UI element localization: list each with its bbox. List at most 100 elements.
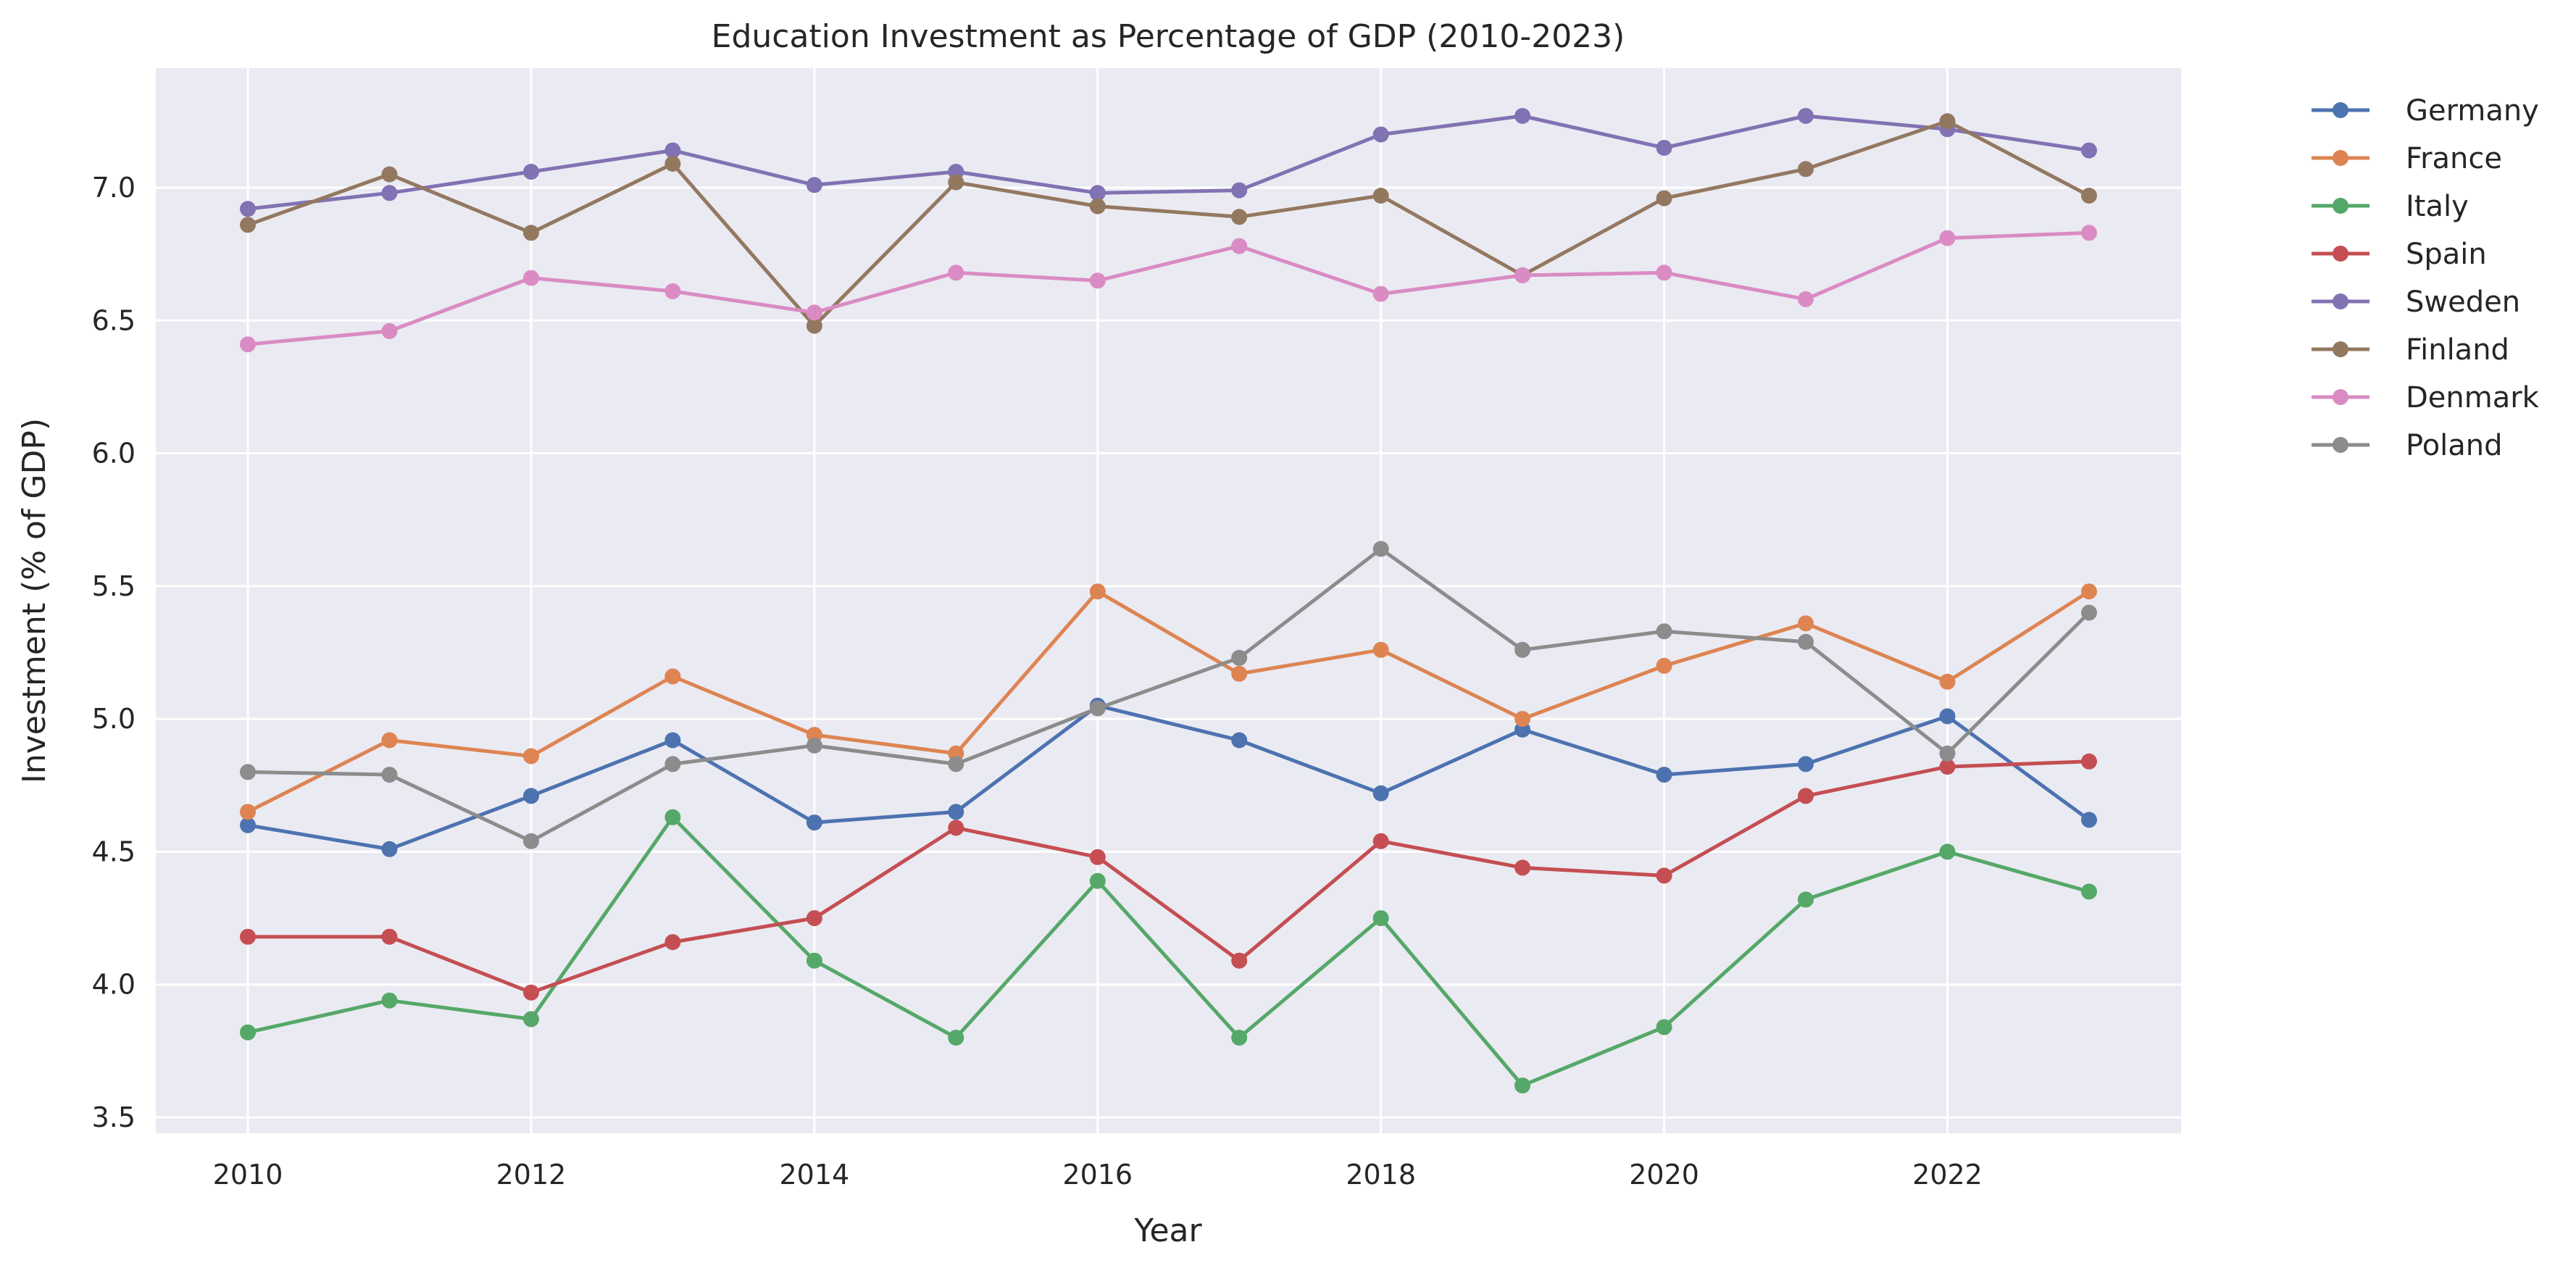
data-point-poland <box>1372 541 1389 557</box>
data-point-sweden <box>1656 140 1672 156</box>
data-point-finland <box>1231 209 1248 225</box>
series-poland <box>240 541 2097 849</box>
legend-label: Finland <box>2406 333 2509 367</box>
data-point-france <box>1939 673 1956 690</box>
series-spain <box>240 753 2097 1001</box>
series-line-france <box>246 589 2091 814</box>
data-point-spain <box>2081 753 2097 770</box>
x-tick-label: 2022 <box>1912 1159 1983 1191</box>
data-point-spain <box>1514 859 1531 876</box>
x-tick-label: 2020 <box>1629 1159 1699 1191</box>
data-point-germany <box>240 817 256 833</box>
data-point-poland <box>2081 604 2097 621</box>
y-axis-label: Investment (% of GDP) <box>16 418 53 783</box>
data-point-france <box>1798 615 1814 632</box>
legend-marker <box>2333 389 2348 405</box>
data-point-france <box>240 804 256 820</box>
series-line-germany <box>246 704 2091 851</box>
data-point-italy <box>1656 1019 1672 1035</box>
legend-item-spain: Spain <box>2312 238 2487 271</box>
series-lines <box>240 108 2097 1093</box>
x-tick-label: 2012 <box>496 1159 567 1191</box>
data-point-spain <box>1798 788 1814 804</box>
data-point-italy <box>381 992 398 1009</box>
data-point-finland <box>1798 161 1814 178</box>
legend-item-poland: Poland <box>2312 429 2503 462</box>
data-point-sweden <box>1514 108 1531 124</box>
data-point-sweden <box>240 201 256 217</box>
data-point-poland <box>948 756 964 772</box>
data-point-sweden <box>1089 185 1106 201</box>
data-point-poland <box>1231 649 1248 666</box>
data-point-poland <box>523 833 539 849</box>
data-point-poland <box>664 756 681 772</box>
legend-item-denmark: Denmark <box>2312 381 2540 414</box>
x-axis-label: Year <box>1133 1212 1202 1249</box>
plot-background <box>156 68 2181 1133</box>
data-point-france <box>523 748 539 764</box>
y-tick-label: 7.0 <box>92 172 136 204</box>
y-tick-label: 5.5 <box>92 570 136 602</box>
data-point-poland <box>1514 641 1531 658</box>
data-point-france <box>381 732 398 749</box>
legend-marker <box>2333 437 2348 453</box>
axis-ticks: 3.5 4.0 4.5 5.0 5.5 6.0 6.5 7.0 2010 2012 2014 2016… <box>92 172 1983 1191</box>
data-point-poland <box>381 767 398 783</box>
y-tick-label: 6.0 <box>92 438 136 470</box>
data-point-spain <box>1939 759 1956 775</box>
data-point-denmark <box>2081 225 2097 241</box>
data-point-denmark <box>948 264 964 281</box>
data-point-germany <box>1798 756 1814 772</box>
data-point-italy <box>2081 883 2097 900</box>
data-point-poland <box>1089 700 1106 717</box>
data-point-italy <box>1798 891 1814 908</box>
data-point-finland <box>948 174 964 191</box>
data-point-denmark <box>240 336 256 353</box>
legend-item-sweden: Sweden <box>2312 286 2520 319</box>
data-point-sweden <box>1372 126 1389 143</box>
legend-marker <box>2333 150 2348 166</box>
data-point-finland <box>523 225 539 241</box>
data-point-denmark <box>381 322 398 339</box>
x-tick-label: 2018 <box>1346 1159 1416 1191</box>
data-point-france <box>1231 665 1248 682</box>
data-point-poland <box>1939 745 1956 762</box>
y-tick-label: 4.5 <box>92 835 136 867</box>
legend: Germany France Italy Spain Sweden Finland Denm… <box>2312 94 2540 462</box>
data-point-poland <box>806 737 822 754</box>
data-point-denmark <box>1939 230 1956 246</box>
data-point-germany <box>806 814 822 831</box>
data-point-sweden <box>381 185 398 201</box>
data-point-italy <box>806 952 822 969</box>
legend-label: Denmark <box>2406 381 2540 414</box>
data-point-spain <box>806 910 822 927</box>
data-point-germany <box>1656 767 1672 783</box>
legend-label: Italy <box>2406 190 2469 223</box>
data-point-germany <box>2081 812 2097 828</box>
data-point-germany <box>948 804 964 820</box>
series-france <box>240 583 2097 820</box>
data-point-italy <box>240 1024 256 1041</box>
data-point-finland <box>1939 113 1956 130</box>
legend-marker <box>2333 246 2348 262</box>
legend-marker <box>2333 341 2348 357</box>
data-point-finland <box>2081 188 2097 204</box>
data-point-spain <box>664 934 681 951</box>
data-point-sweden <box>523 164 539 180</box>
legend-label: Sweden <box>2406 286 2520 319</box>
data-point-italy <box>1372 910 1389 927</box>
data-point-finland <box>1089 198 1106 214</box>
data-point-finland <box>381 166 398 183</box>
data-point-spain <box>948 820 964 836</box>
data-point-poland <box>1656 623 1672 640</box>
data-point-italy <box>948 1030 964 1046</box>
data-point-italy <box>1939 843 1956 860</box>
legend-item-italy: Italy <box>2312 190 2469 223</box>
chart-title: Education Investment as Percentage of GD… <box>712 18 1625 55</box>
data-point-spain <box>523 984 539 1001</box>
data-point-germany <box>1372 785 1389 801</box>
data-point-italy <box>523 1011 539 1028</box>
legend-item-germany: Germany <box>2312 94 2539 128</box>
